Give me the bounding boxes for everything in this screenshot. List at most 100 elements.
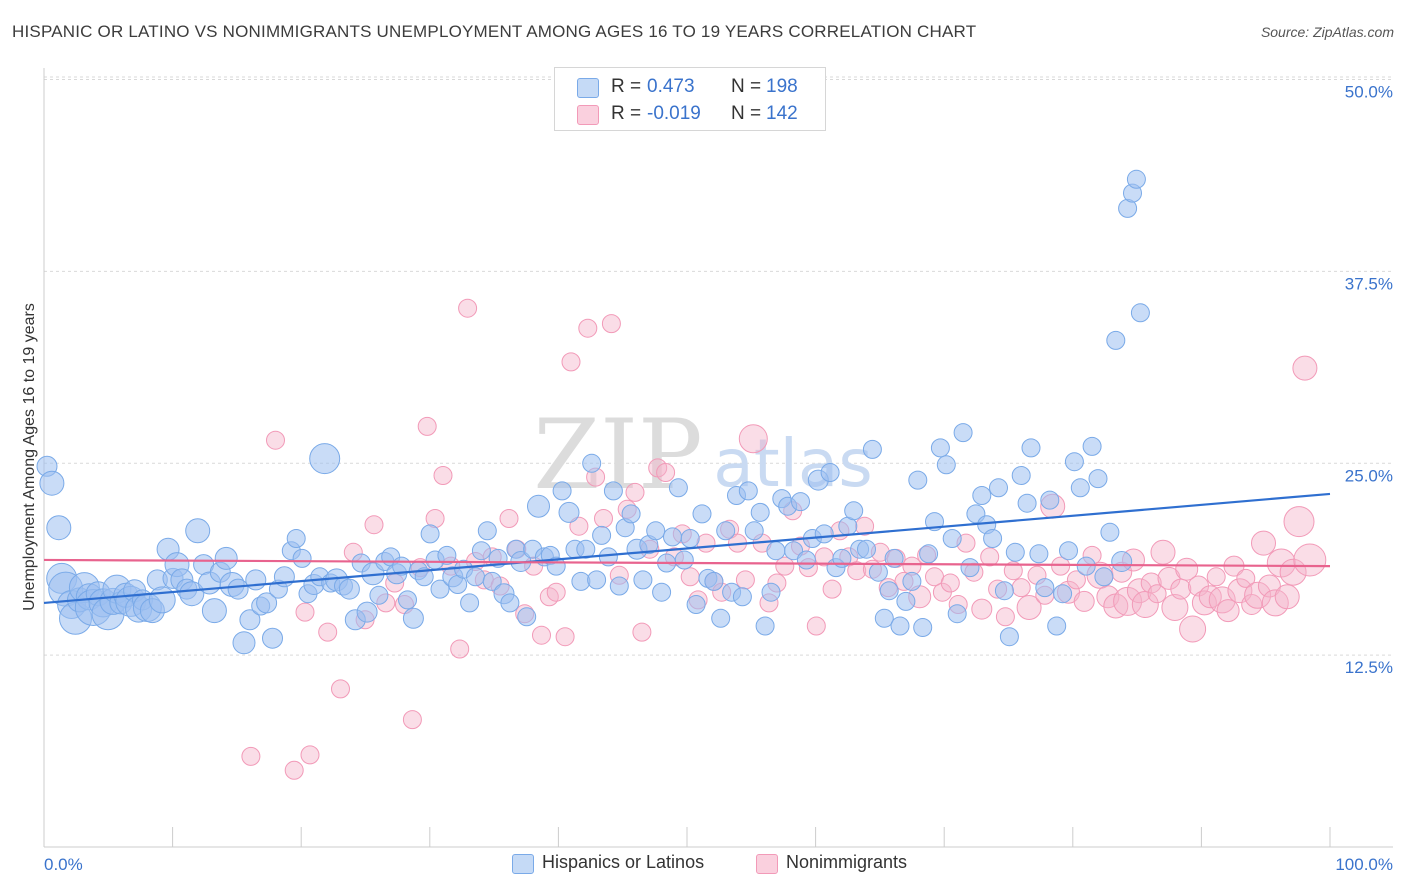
r-value: -0.019 [647, 103, 701, 124]
r-label: R = [611, 103, 642, 124]
data-point-hispanics [239, 609, 261, 631]
data-point-nonimmigrants [331, 679, 350, 699]
data-point-hispanics [402, 607, 424, 629]
chart-title: HISPANIC OR LATINO VS NONIMMIGRANTS UNEM… [12, 22, 977, 41]
data-point-nonimmigrants [980, 547, 1000, 567]
data-point-hispanics [999, 627, 1019, 647]
data-point-hispanics [633, 570, 653, 590]
data-point-nonimmigrants [1066, 570, 1086, 590]
data-point-nonimmigrants [735, 570, 755, 590]
data-point-hispanics [1111, 551, 1133, 572]
data-point-hispanics [1053, 584, 1073, 604]
data-point-hispanics [482, 571, 502, 591]
data-point-hispanics [179, 581, 205, 607]
data-point-hispanics [430, 579, 450, 599]
data-point-nonimmigrants [1236, 568, 1256, 588]
trend-line-hispanics [43, 492, 1331, 605]
data-point-hispanics [1005, 542, 1025, 562]
data-point-nonimmigrants [940, 573, 960, 593]
data-point-hispanics [844, 501, 864, 521]
r-label: R = [611, 76, 642, 97]
data-point-hispanics [420, 524, 440, 544]
data-point-hispanics [414, 567, 434, 587]
data-point-hispanics [369, 585, 389, 605]
data-point-nonimmigrants [1011, 578, 1031, 598]
data-point-hispanics [814, 524, 834, 544]
data-point-hispanics [576, 539, 596, 559]
y-axis-label: Unemployment Among Ages 16 to 19 years [21, 303, 38, 611]
data-point-nonimmigrants [266, 430, 285, 450]
data-point-nonimmigrants [738, 424, 768, 454]
data-point-hispanics [587, 570, 607, 590]
data-point-hispanics [1011, 466, 1031, 485]
data-point-hispanics [1076, 556, 1096, 576]
data-point-hispanics [761, 582, 781, 602]
trend-line-nonimmigrants [43, 558, 1331, 568]
data-point-nonimmigrants [1261, 589, 1289, 617]
data-point-hispanics [571, 571, 591, 591]
data-point-hispanics [791, 492, 810, 512]
data-point-nonimmigrants [1274, 584, 1300, 610]
data-point-hispanics [356, 601, 378, 623]
data-point-hispanics [262, 627, 283, 649]
data-point-nonimmigrants [1241, 594, 1263, 615]
data-point-hispanics [994, 581, 1014, 601]
y-tick-label: 25.0% [1345, 466, 1393, 485]
data-point-hispanics [796, 550, 816, 570]
data-point-hispanics [1088, 469, 1108, 489]
data-point-hispanics [874, 608, 894, 628]
data-point-hispanics [1106, 330, 1126, 350]
data-point-hispanics [820, 463, 840, 482]
data-point-nonimmigrants [656, 463, 676, 482]
tick-labels: 12.5% 25.0% 37.5% 50.0% 0.0% 100.0% [44, 83, 1393, 875]
data-point-nonimmigrants [300, 745, 320, 765]
data-point-hispanics [517, 607, 537, 627]
data-point-hispanics [755, 616, 775, 636]
data-point-hispanics [1126, 169, 1146, 189]
data-point-hispanics [989, 478, 1008, 498]
data-point-nonimmigrants [1198, 585, 1222, 609]
data-point-nonimmigrants [417, 416, 437, 436]
data-point-hispanics [784, 541, 804, 561]
legend-swatch-pink [577, 105, 599, 125]
data-point-hispanics [1029, 544, 1049, 564]
data-point-nonimmigrants [680, 567, 700, 587]
data-point-nonimmigrants [1161, 594, 1189, 621]
n-value: 142 [766, 103, 798, 124]
data-point-hispanics [890, 616, 910, 636]
data-point-hispanics [879, 581, 899, 601]
data-point-hispanics [711, 608, 731, 628]
data-point-hispanics [913, 618, 933, 637]
data-point-hispanics [1017, 493, 1037, 513]
data-point-hispanics [680, 529, 700, 548]
data-point-nonimmigrants [1208, 586, 1236, 614]
data-point-hispanics [919, 544, 939, 564]
correlation-legend: R = 0.473 N = 198 R = -0.019 N = 142 [554, 67, 826, 131]
data-point-hispanics [652, 582, 672, 602]
data-point-hispanics [148, 586, 176, 614]
data-point-hispanics [286, 529, 306, 548]
data-point-hispanics [256, 592, 278, 614]
data-point-nonimmigrants [995, 607, 1015, 627]
data-point-hispanics [704, 571, 724, 591]
data-point-hispanics [466, 567, 485, 587]
data-point-nonimmigrants [561, 352, 581, 372]
data-point-nonimmigrants [1251, 530, 1276, 556]
data-point-hispanics [621, 504, 641, 524]
data-point-nonimmigrants [822, 579, 842, 599]
data-point-nonimmigrants [364, 515, 384, 535]
data-point-nonimmigrants [318, 622, 338, 642]
data-point-nonimmigrants [546, 582, 566, 602]
data-point-hispanics [750, 502, 770, 522]
data-point-nonimmigrants [1293, 543, 1327, 577]
data-point-hispanics [592, 525, 612, 545]
data-point-hispanics [232, 631, 256, 655]
data-point-hispanics [558, 501, 580, 523]
data-point-nonimmigrants [284, 760, 304, 780]
data-point-hispanics [1059, 541, 1078, 561]
data-point-nonimmigrants [1191, 590, 1217, 616]
data-point-nonimmigrants [1175, 557, 1199, 581]
data-point-hispanics [201, 598, 227, 624]
data-point-nonimmigrants [1206, 567, 1226, 587]
